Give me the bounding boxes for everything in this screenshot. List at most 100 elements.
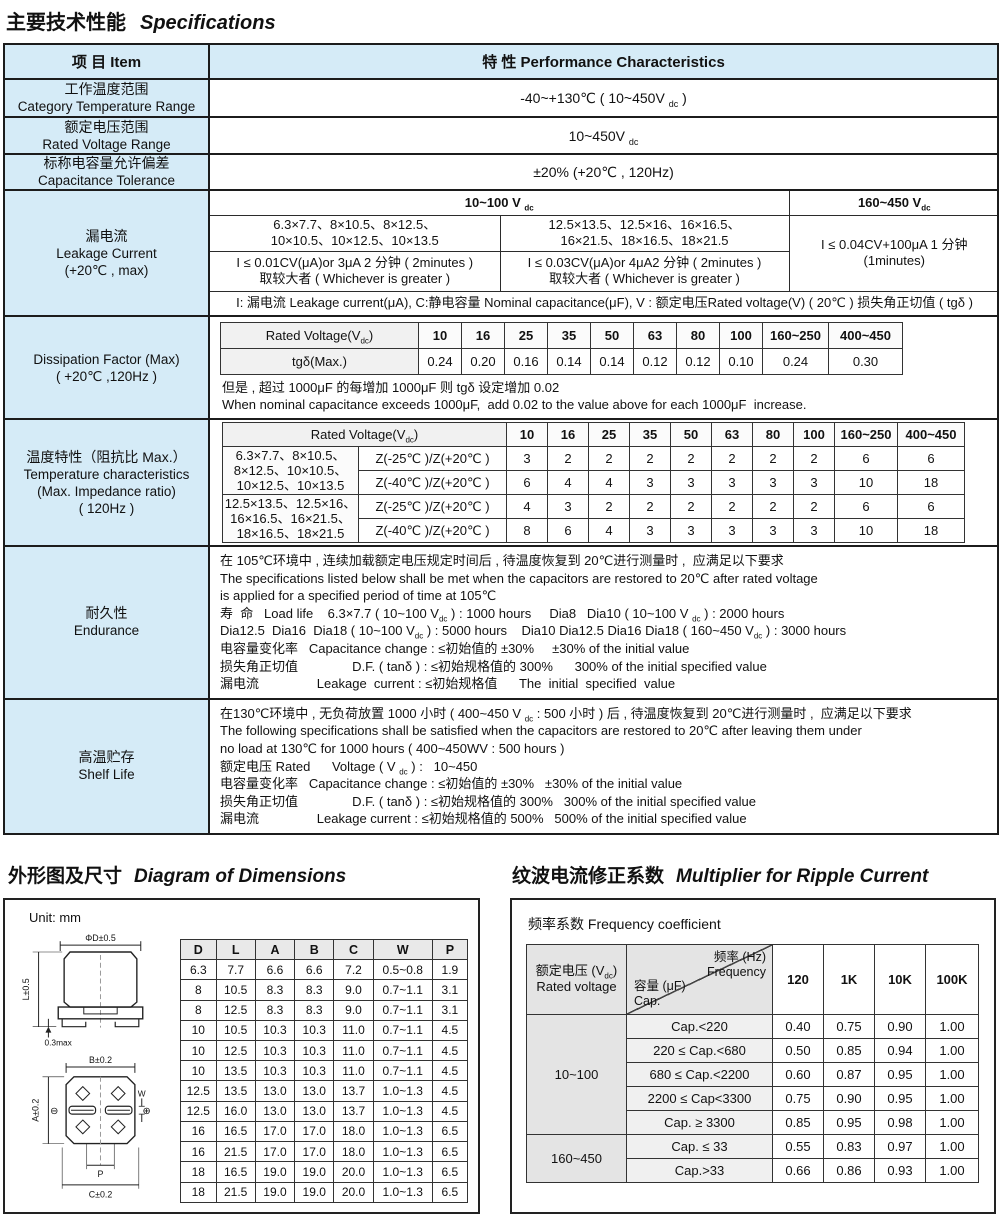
table-cell: 19.0 [294,1181,335,1203]
table-cell: 6 [897,494,965,519]
table-cell: 8 [506,518,548,543]
table-cell: 2 [629,446,671,471]
table-cell: 3 [793,470,835,495]
page-title-zh: 主要技术性能 [6,12,126,34]
dimensions-row: 16 16.5 17.0 17.0 18.0 1.0~1.3 6.5 [180,1120,469,1143]
row-label: 标称电容量允许偏差 Capacitance Tolerance [3,153,210,191]
table-cell: 6 [897,446,965,471]
table-cell: 35 [547,322,591,349]
specifications-table: 项 目 Item 特 性 Performance Characteristics… [3,43,1000,835]
table-cell: 18 [180,1181,217,1203]
table-cell: 10.3 [254,1019,296,1042]
table-cell: 0.98 [874,1109,926,1135]
dimensions-box: Unit: mm ΦD±0.5 L±0.5 0.3max [3,897,480,1214]
table-cell: 0.95 [874,1085,926,1111]
table-cell: 25 [588,422,630,447]
table-cell: 0.5~0.8 [372,959,433,981]
table-cell: 1.00 [925,1157,979,1183]
table-cell: 6.5 [431,1141,469,1163]
table-cell: A [254,938,296,961]
table-cell: 12.5 [215,1039,256,1062]
table-cell: 16.5 [215,1120,256,1143]
table-cell: 16 [547,422,589,447]
table-cell: 11.0 [333,1039,374,1062]
table-cell: 0.7~1.1 [372,999,433,1021]
table-cell: 3 [670,470,712,495]
table-cell: 4 [588,470,630,495]
dimensions-row: 12.5 13.5 13.0 13.0 13.7 1.0~1.3 4.5 [180,1080,469,1102]
table-cell: D [180,938,217,961]
table-cell: 13.0 [254,1080,296,1102]
table-cell: 0.24 [418,348,462,375]
dim-label-b: B±0.2 [89,1055,112,1065]
row-rated-voltage: 额定电压范围 Rated Voltage Range 10~450V dc [3,116,999,155]
polarity-minus-icon: ⊖ [50,1106,58,1117]
dimensions-row: 16 21.5 17.0 17.0 18.0 1.0~1.3 6.5 [180,1141,469,1163]
table-cell: 6 [834,446,898,471]
table-cell: 0.14 [547,348,591,375]
temperature-table: Rated Voltage(Vdc) 10 16 25 35 50 63 80 100 160~… [222,422,965,543]
table-cell: 0.7~1.1 [372,979,433,1001]
table-cell: 4.5 [431,1060,469,1082]
temperature-row: 6.3×7.7、8×10.5、 8×12.5、10×10.5、 10×12.5、… [222,446,965,495]
leakage-sizes-small: 6.3×7.7、8×10.5、8×12.5、 10×10.5、10×12.5、1… [210,214,501,252]
rated-voltage-header: 额定电压 (Vdc) Rated voltage [526,943,627,1015]
table-cell: 18 [897,470,965,495]
table-cell: 0.50 [772,1037,824,1063]
ripple-table: 额定电压 (Vdc) Rated voltage 频率 (Hz) Frequen… [526,943,979,1183]
leakage-high-voltage-limit: I ≤ 0.04CV+100μA 1 分钟 (1minutes) [788,214,1000,292]
table-cell: 19.0 [294,1161,335,1183]
table-cell: 1.00 [925,1133,979,1159]
table-cell: 13.0 [294,1100,335,1122]
table-cell: 0.87 [823,1061,875,1087]
shelf-life-content: 在130℃环境中 , 无负荷放置 1000 小时 ( 400~450 V dc … [208,697,999,835]
table-cell: 0.85 [772,1109,824,1135]
spec-header-item: 项 目 Item [3,43,210,80]
row-label: 额定电压范围 Rated Voltage Range [3,116,210,155]
dimensions-row: 10 13.5 10.3 10.3 11.0 0.7~1.1 4.5 [180,1060,469,1082]
row-endurance: 耐久性 Endurance 在 105℃环境中 , 连续加载额定电压规定时间后 … [3,545,999,700]
table-cell: 3 [793,518,835,543]
table-cell: 3 [670,518,712,543]
table-cell: 12.5 [180,1100,217,1122]
table-cell: 2 [670,446,712,471]
impedance-ratio-label: Z(-40℃ )/Z(+20℃ ) [358,470,507,495]
table-cell: 13.7 [333,1100,374,1122]
table-cell: 0.85 [823,1037,875,1063]
table-cell: 10.5 [215,979,256,1001]
table-cell: 2 [629,494,671,519]
table-cell: 3 [506,446,548,471]
table-cell: 19.0 [254,1161,296,1183]
table-cell: 1.9 [431,959,469,981]
tolerance-value: ±20% (+20℃ , 120Hz) [208,153,999,191]
dimensions-row: 10 10.5 10.3 10.3 11.0 0.7~1.1 4.5 [180,1019,469,1042]
table-cell: 16 [461,322,505,349]
table-cell: 0.12 [633,348,677,375]
table-cell: 63 [711,422,753,447]
temperature-row: Z(-40℃ )/Z(+20℃ ) 8 6 4 3 3 3 3 3 10 18 [223,518,965,543]
row-label: 耐久性 Endurance [3,545,210,700]
table-cell: 18.0 [333,1120,374,1143]
row-label: 工作温度范围 Category Temperature Range [3,78,210,118]
leakage-col-low-voltage: 10~100 V dc [210,191,790,216]
dimensions-row: 18 21.5 19.0 19.0 20.0 1.0~1.3 6.5 [180,1181,469,1203]
ripple-row: 2200 ≤ Cap<3300 0.75 0.90 0.95 1.00 [527,1085,979,1111]
table-cell: 3 [711,470,753,495]
table-cell: 6.5 [431,1181,469,1203]
table-cell: 0.75 [823,1013,875,1039]
table-cell: 2 [588,494,630,519]
table-cell: 13.5 [215,1080,256,1102]
table-cell: 10 [180,1060,217,1082]
page-title-en: Specifications [140,12,276,34]
impedance-ratio-label: Z(-25℃ )/Z(+20℃ ) [358,446,507,471]
table-cell: 63 [633,322,677,349]
leakage-table: 10~100 V dc 160~450 Vdc 6.3×7.7、8×10.5、8… [210,191,1000,315]
table-cell: 18 [180,1161,217,1183]
table-cell: 10.5 [215,1019,256,1042]
ripple-row: 220 ≤ Cap.<680 0.50 0.85 0.94 1.00 [527,1037,979,1063]
category-temperature-value: -40~+130℃ ( 10~450V dc ) [208,78,999,118]
table-cell: 6 [834,494,898,519]
table-cell: 8.3 [254,979,296,1001]
table-cell: 3 [629,470,671,495]
